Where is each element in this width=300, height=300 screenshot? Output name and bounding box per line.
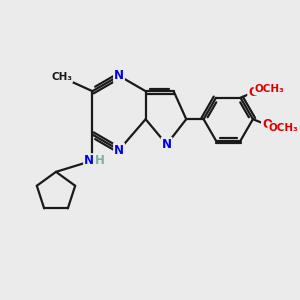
Text: N: N <box>84 154 94 167</box>
Text: N: N <box>162 138 172 151</box>
Text: O: O <box>262 118 272 131</box>
Text: N: N <box>114 69 124 82</box>
Text: H: H <box>95 154 105 167</box>
Text: O: O <box>248 86 258 99</box>
Text: N: N <box>114 143 124 157</box>
Text: OCH₃: OCH₃ <box>268 123 298 133</box>
Text: CH₃: CH₃ <box>51 72 72 82</box>
Text: OCH₃: OCH₃ <box>254 84 284 94</box>
